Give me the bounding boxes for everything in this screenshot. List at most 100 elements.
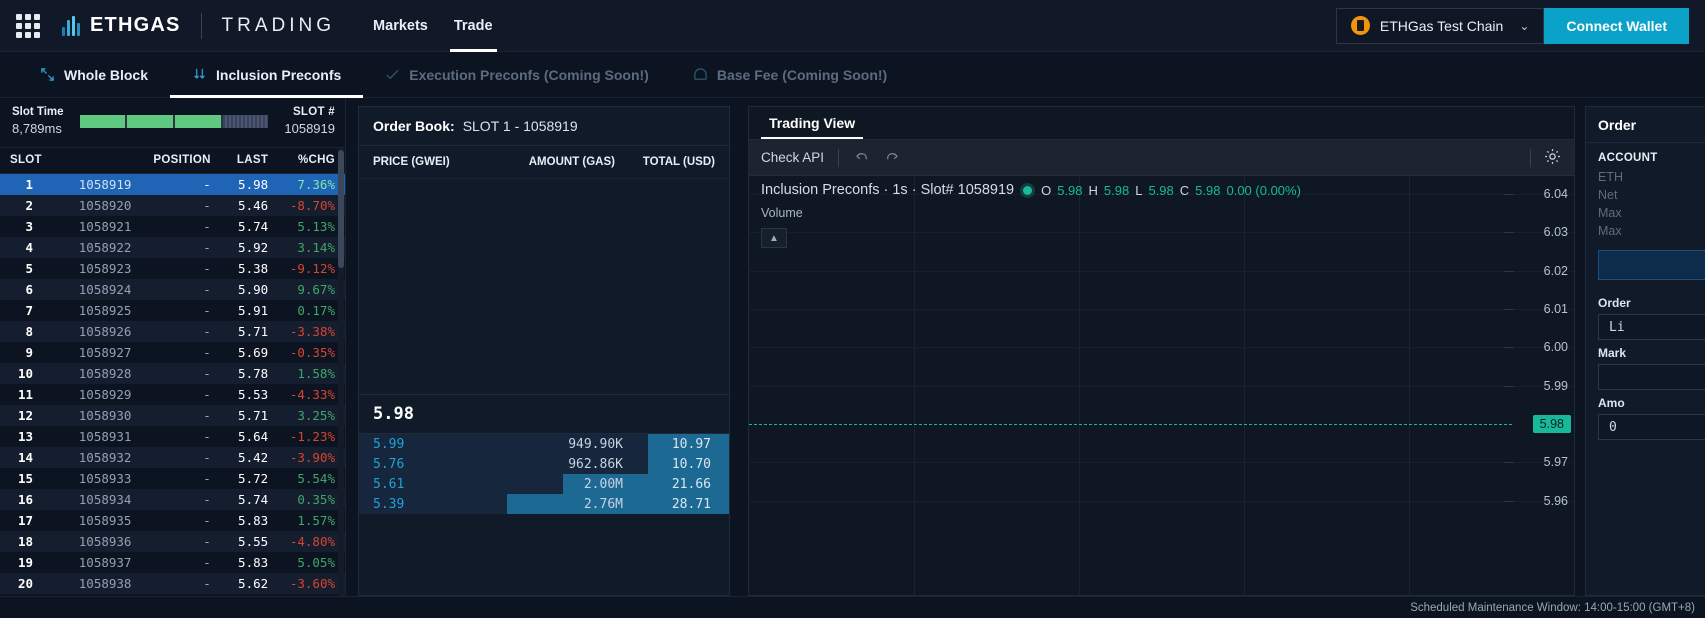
row-last: 5.78 bbox=[238, 366, 269, 381]
status-bar: Scheduled Maintenance Window: 14:00-15:0… bbox=[0, 596, 1705, 618]
table-row[interactable]: 2 1058920 - 5.46 -8.70% bbox=[0, 195, 345, 216]
current-price-tag: 5.98 bbox=[1532, 415, 1571, 433]
row-change: 1.57% bbox=[297, 513, 335, 528]
table-row[interactable]: 17 1058935 - 5.83 1.57% bbox=[0, 510, 345, 531]
order-book-row[interactable]: 5.99 949.90K 10.97 bbox=[359, 434, 729, 454]
row-last: 5.74 bbox=[238, 492, 269, 507]
table-row[interactable]: 18 1058936 - 5.55 -4.80% bbox=[0, 531, 345, 552]
order-form-panel: Order ACCOUNT ETH Net Max Max Order Li M… bbox=[1585, 106, 1705, 596]
table-row[interactable]: 15 1058933 - 5.72 5.54% bbox=[0, 468, 345, 489]
order-book-row[interactable]: 5.61 2.00M 21.66 bbox=[359, 474, 729, 494]
row-last: 5.83 bbox=[238, 555, 269, 570]
table-row[interactable]: 7 1058925 - 5.91 0.17% bbox=[0, 300, 345, 321]
chart-title: Inclusion Preconfs · 1s · Slot# 1058919 bbox=[761, 182, 1015, 198]
arch-icon bbox=[693, 67, 708, 82]
main-nav: Markets Trade bbox=[373, 0, 497, 52]
toolbar-divider bbox=[838, 148, 840, 167]
volume-collapse-button[interactable]: ▲ bbox=[761, 228, 787, 248]
price-chart[interactable]: Inclusion Preconfs · 1s · Slot# 1058919 … bbox=[749, 176, 1574, 595]
table-row[interactable]: 9 1058927 - 5.69 -0.35% bbox=[0, 342, 345, 363]
table-row[interactable]: 10 1058928 - 5.78 1.58% bbox=[0, 363, 345, 384]
nav-item-trade[interactable]: Trade bbox=[449, 0, 497, 52]
row-position: - bbox=[203, 492, 211, 507]
ob-col-amount: AMOUNT (GAS) bbox=[528, 156, 615, 168]
chain-selector[interactable]: ETHGas Test Chain ⌄ bbox=[1335, 7, 1545, 44]
nav-item-markets[interactable]: Markets bbox=[373, 17, 428, 34]
row-change: -3.90% bbox=[289, 450, 335, 465]
table-row[interactable]: 13 1058931 - 5.64 -1.23% bbox=[0, 426, 345, 447]
col-slot: SLOT bbox=[0, 148, 142, 174]
check-icon bbox=[385, 67, 400, 82]
order-book-mid-price: 5.98 bbox=[359, 394, 729, 434]
row-index: 17 bbox=[17, 513, 34, 528]
row-change: 0.17% bbox=[297, 303, 335, 318]
deposit-button[interactable] bbox=[1598, 250, 1705, 280]
row-change: 9.67% bbox=[297, 282, 335, 297]
amount-input[interactable]: 0 bbox=[1598, 414, 1705, 440]
tab-whole-block[interactable]: Whole Block bbox=[18, 52, 170, 98]
row-index: 2 bbox=[25, 198, 34, 213]
grid-line-vertical bbox=[1079, 176, 1080, 595]
row-slot-number: 1058925 bbox=[78, 303, 132, 318]
table-row[interactable]: 14 1058932 - 5.42 -3.90% bbox=[0, 447, 345, 468]
slot-table: SLOT POSITION LAST %CHG 1 1058919-5.98 7.3… bbox=[0, 148, 345, 594]
slot-table-scrollbar[interactable] bbox=[338, 148, 344, 596]
table-row[interactable]: 19 1058937 - 5.83 5.05% bbox=[0, 552, 345, 573]
row-change: -9.12% bbox=[289, 261, 335, 276]
row-slot-number: 1058926 bbox=[78, 324, 132, 339]
grid-line-horizontal bbox=[749, 385, 1574, 387]
row-change: -8.70% bbox=[289, 198, 335, 213]
grid-apps-icon[interactable] bbox=[16, 13, 40, 38]
table-row[interactable]: 16 1058934 - 5.74 0.35% bbox=[0, 489, 345, 510]
slot-hash-label: SLOT # bbox=[292, 105, 335, 118]
slot-time-info: Slot Time 8,789ms bbox=[12, 105, 64, 138]
undo-arrow-icon[interactable] bbox=[853, 148, 870, 168]
ob-col-total: TOTAL (USD) bbox=[642, 156, 715, 168]
connect-wallet-button[interactable]: Connect Wallet bbox=[1544, 7, 1689, 44]
table-row[interactable]: 8 1058926 - 5.71 -3.38% bbox=[0, 321, 345, 342]
row-change: -3.60% bbox=[289, 576, 335, 591]
market-label: Mark bbox=[1598, 346, 1627, 360]
row-index: 3 bbox=[25, 219, 34, 234]
table-row[interactable]: 12 1058930 - 5.71 3.25% bbox=[0, 405, 345, 426]
tab-order[interactable]: Order bbox=[1586, 107, 1705, 143]
price-axis[interactable]: 6.04 6.03 6.02 6.01 6.00 5.99 5.98 5.97 5.96 bbox=[1504, 176, 1574, 595]
grid-line-horizontal bbox=[749, 500, 1574, 502]
slot-progress-bar bbox=[79, 115, 269, 128]
row-last: 5.53 bbox=[238, 387, 269, 402]
row-change: 5.54% bbox=[297, 471, 335, 486]
row-change: 5.05% bbox=[297, 555, 335, 570]
row-slot-number: 1058920 bbox=[78, 198, 132, 213]
order-book-row[interactable]: 5.39 2.76M 28.71 bbox=[359, 494, 729, 514]
ohlc-open: 5.98 bbox=[1057, 182, 1083, 198]
header-right-actions: ETHGas Test Chain ⌄ Connect Wallet bbox=[1335, 7, 1689, 44]
tab-trading-view[interactable]: Trading View bbox=[761, 115, 864, 139]
tab-inclusion-preconfs[interactable]: Inclusion Preconfs bbox=[170, 52, 364, 98]
row-last: 5.71 bbox=[238, 324, 269, 339]
main-content: Slot Time 8,789ms SLOT # 1058919 SLOT bbox=[0, 98, 1705, 596]
table-row[interactable]: 1 1058919 - 5.98 7.36% bbox=[0, 173, 345, 195]
row-last: 5.90 bbox=[238, 282, 269, 297]
table-row[interactable]: 4 1058922 - 5.92 3.14% bbox=[0, 237, 345, 258]
gear-icon[interactable] bbox=[1543, 147, 1562, 169]
trading-view-settings bbox=[1530, 147, 1562, 169]
table-row[interactable]: 20 1058938 - 5.62 -3.60% bbox=[0, 573, 345, 594]
market-input[interactable] bbox=[1598, 364, 1705, 390]
order-book-row[interactable]: 5.76 962.86K 10.70 bbox=[359, 454, 729, 474]
row-position: - bbox=[203, 198, 211, 213]
bid-amount: 949.90K bbox=[568, 436, 623, 452]
order-type-select[interactable]: Li bbox=[1598, 314, 1705, 340]
check-api-button[interactable]: Check API bbox=[761, 150, 825, 165]
grid-line-horizontal bbox=[749, 270, 1574, 272]
table-row[interactable]: 11 1058929 - 5.53 -4.33% bbox=[0, 384, 345, 405]
table-row[interactable]: 6 1058924 - 5.90 9.67% bbox=[0, 279, 345, 300]
col-position: POSITION bbox=[141, 148, 221, 174]
row-slot-number: 1058928 bbox=[78, 366, 132, 381]
row-position: - bbox=[203, 366, 211, 381]
account-line-4: Max bbox=[1598, 224, 1622, 238]
brand-logo[interactable]: ETHGAS bbox=[62, 14, 181, 37]
redo-arrow-icon[interactable] bbox=[884, 148, 901, 168]
table-row[interactable]: 5 1058923 - 5.38 -9.12% bbox=[0, 258, 345, 279]
row-change: -1.23% bbox=[289, 429, 335, 444]
table-row[interactable]: 3 1058921 - 5.74 5.13% bbox=[0, 216, 345, 237]
